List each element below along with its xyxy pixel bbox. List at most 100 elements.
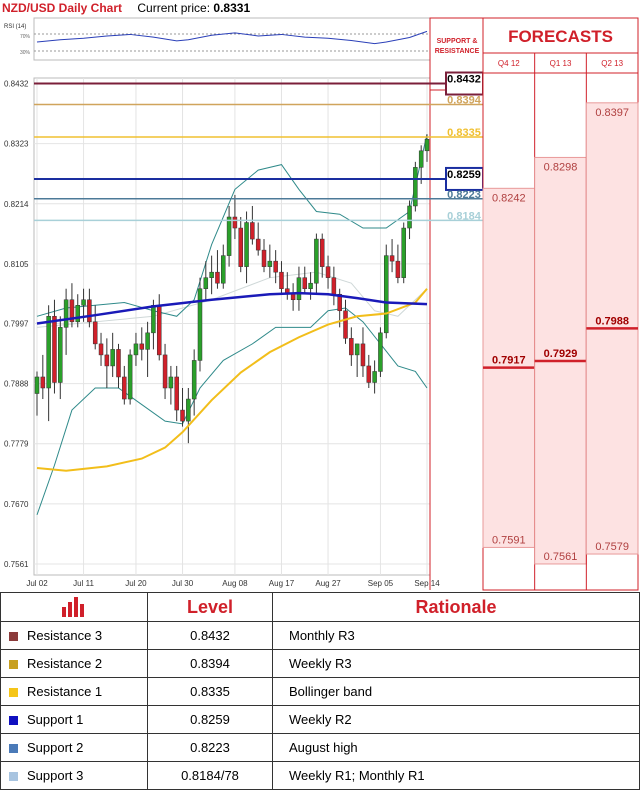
forecast-high-value: 0.8298 bbox=[544, 161, 578, 173]
candle-body bbox=[40, 376, 46, 389]
sr-header-text: SUPPORT & bbox=[437, 38, 478, 45]
candle-body bbox=[81, 299, 86, 306]
level-rationale: Weekly R3 bbox=[272, 649, 640, 678]
candle-body bbox=[162, 354, 168, 389]
color-swatch bbox=[9, 632, 18, 642]
level-value: 0.8432 bbox=[147, 621, 273, 650]
x-tick-label: Aug 17 bbox=[269, 579, 295, 588]
candle-body bbox=[69, 299, 75, 323]
x-tick-label: Sep 05 bbox=[368, 579, 394, 588]
candle-body bbox=[273, 260, 278, 273]
candle-body bbox=[226, 216, 232, 256]
y-tick-label: 0.8105 bbox=[4, 260, 29, 269]
forecast-mid-value: 0.7917 bbox=[492, 355, 526, 367]
candle-body bbox=[279, 271, 284, 289]
forecast-low-value: 0.7591 bbox=[492, 534, 526, 546]
sr-level-label: 0.8432 bbox=[447, 74, 481, 86]
candle-body bbox=[343, 310, 348, 339]
candle-body bbox=[325, 266, 331, 278]
table-row: Support 2 0.8223 August high bbox=[0, 733, 640, 762]
candle-body bbox=[349, 338, 354, 356]
y-tick-label: 0.7997 bbox=[4, 319, 29, 328]
candle-body bbox=[186, 398, 191, 422]
candle-body bbox=[104, 354, 110, 367]
y-tick-label: 0.7888 bbox=[4, 380, 29, 389]
candle-body bbox=[238, 227, 243, 267]
forecast-mid-value: 0.7988 bbox=[595, 315, 629, 327]
table-header-row: Level Rationale bbox=[0, 592, 640, 622]
forecast-period-label: Q4 12 bbox=[498, 59, 520, 68]
x-tick-label: Sep 14 bbox=[414, 579, 440, 588]
x-tick-label: Aug 27 bbox=[315, 579, 341, 588]
candle-body bbox=[244, 222, 249, 267]
candle-body bbox=[52, 316, 57, 383]
forecast-period-label: Q1 13 bbox=[550, 59, 572, 68]
x-tick-label: Jul 30 bbox=[172, 579, 194, 588]
forecasts-title: FORECASTS bbox=[508, 27, 613, 46]
sr-level-label: 0.8223 bbox=[447, 189, 481, 201]
chart-header: NZD/USD Daily Chart Current price: 0.833… bbox=[0, 0, 430, 16]
sr-level-label: 0.8335 bbox=[447, 127, 481, 139]
y-tick-label: 0.8214 bbox=[4, 200, 29, 209]
x-tick-label: Jul 20 bbox=[125, 579, 147, 588]
candle-body bbox=[168, 376, 174, 389]
candle-body bbox=[203, 277, 209, 289]
level-rationale: Monthly R3 bbox=[272, 621, 640, 650]
candle-body bbox=[366, 365, 372, 383]
candle-body bbox=[360, 343, 366, 367]
table-header-level: Level bbox=[147, 592, 273, 622]
candle-body bbox=[197, 288, 203, 361]
candle-body bbox=[395, 260, 401, 278]
candle-body bbox=[255, 238, 261, 251]
candle-body bbox=[418, 150, 424, 168]
table-header-rationale: Rationale bbox=[272, 592, 640, 622]
candle-body bbox=[302, 277, 308, 289]
candle-body bbox=[110, 349, 115, 367]
candle-body bbox=[174, 376, 179, 411]
sr-level-label: 0.8259 bbox=[447, 169, 481, 181]
rsi-panel bbox=[33, 17, 431, 61]
y-tick-label: 0.8323 bbox=[4, 140, 29, 149]
candle-body bbox=[319, 238, 325, 267]
table-row: Support 1 0.8259 Weekly R2 bbox=[0, 705, 640, 734]
current-price-label: Current price: bbox=[137, 1, 211, 15]
candle-body bbox=[116, 349, 121, 378]
chart-title: NZD/USD Daily Chart bbox=[2, 1, 123, 15]
moving-average-blue-line bbox=[36, 291, 428, 325]
candle-body bbox=[87, 299, 92, 323]
level-name: Support 1 bbox=[27, 712, 84, 727]
rsi-level-label: 30% bbox=[20, 50, 31, 56]
level-rationale: Weekly R2 bbox=[272, 705, 640, 734]
y-tick-label: 0.7561 bbox=[4, 560, 29, 569]
candle-body bbox=[151, 305, 156, 334]
bollinger-lower-line bbox=[36, 307, 428, 516]
levels-table: Level Rationale Resistance 3 0.8432 Mont… bbox=[0, 592, 640, 790]
table-row: Support 3 0.8184/78 Weekly R1; Monthly R… bbox=[0, 761, 640, 790]
level-rationale: Weekly R1; Monthly R1 bbox=[272, 761, 640, 790]
candle-body bbox=[401, 227, 406, 278]
y-tick-label: 0.8432 bbox=[4, 80, 29, 89]
sr-level-label: 0.8184 bbox=[447, 210, 482, 222]
candle-body bbox=[337, 293, 342, 312]
candle-body bbox=[413, 167, 418, 207]
sr-header-text: RESISTANCE bbox=[435, 48, 480, 55]
candle-body bbox=[191, 360, 197, 400]
candle-body bbox=[98, 343, 104, 356]
color-swatch bbox=[9, 772, 18, 782]
plot-frame bbox=[33, 77, 431, 576]
candle-body bbox=[424, 138, 430, 152]
candle-body bbox=[63, 299, 69, 328]
candle-body bbox=[215, 271, 220, 284]
level-name: Resistance 1 bbox=[27, 684, 103, 699]
chart-area: RSI (14) 70% 30% 0.8432 0.8323 0.8214 0.8105 0.… bbox=[4, 17, 639, 591]
color-swatch bbox=[9, 688, 18, 698]
candle-body bbox=[378, 332, 383, 372]
forecast-high-value: 0.8397 bbox=[595, 107, 629, 119]
candle-body bbox=[180, 409, 185, 422]
candle-body bbox=[209, 271, 214, 278]
candle-body bbox=[122, 376, 127, 400]
color-swatch bbox=[9, 744, 18, 754]
level-value: 0.8223 bbox=[147, 733, 273, 762]
bar-chart-icon-cell bbox=[0, 592, 148, 622]
candle-body bbox=[139, 343, 145, 350]
